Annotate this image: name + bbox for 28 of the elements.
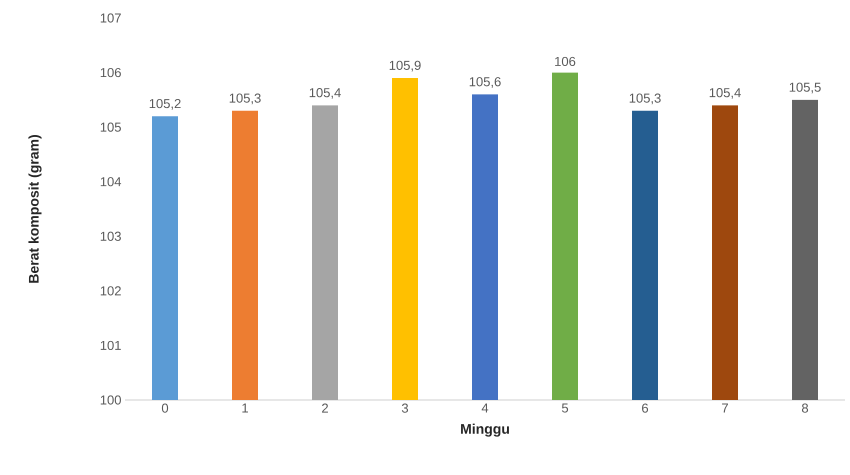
- y-tick-label: 107: [100, 13, 121, 23]
- y-tick-label: 102: [100, 286, 121, 296]
- y-axis-title: Berat komposit (gram): [28, 135, 42, 283]
- x-tick-label: 2: [322, 404, 328, 413]
- data-label: 105,3: [630, 94, 661, 104]
- data-label: 105,2: [150, 98, 181, 110]
- x-tick-label: 4: [482, 404, 488, 412]
- x-tick-label: 1: [242, 404, 248, 412]
- data-label: 105,4: [710, 88, 741, 99]
- x-tick-label: 6: [642, 404, 648, 413]
- data-label: 105,9: [390, 60, 421, 72]
- x-tick-label: 5: [562, 404, 568, 413]
- x-tick-label: 8: [802, 404, 808, 413]
- x-tick-label: 7: [722, 404, 728, 412]
- data-label: 105,3: [230, 94, 261, 104]
- y-tick-label: 103: [100, 232, 121, 241]
- data-label: 105,6: [470, 77, 501, 88]
- x-tick-label: 3: [402, 404, 408, 413]
- y-tick-label: 101: [100, 340, 121, 350]
- data-label: 105,5: [790, 82, 821, 94]
- x-tick-label: 0: [162, 404, 168, 413]
- y-tick-label: 104: [100, 177, 122, 186]
- x-axis-title: Minggu: [461, 424, 509, 437]
- y-tick-label: 106: [100, 68, 121, 78]
- data-label: 106: [555, 56, 576, 66]
- data-label: 105,4: [310, 88, 341, 99]
- y-tick-label: 105: [100, 122, 121, 132]
- y-tick-label: 100: [100, 395, 121, 405]
